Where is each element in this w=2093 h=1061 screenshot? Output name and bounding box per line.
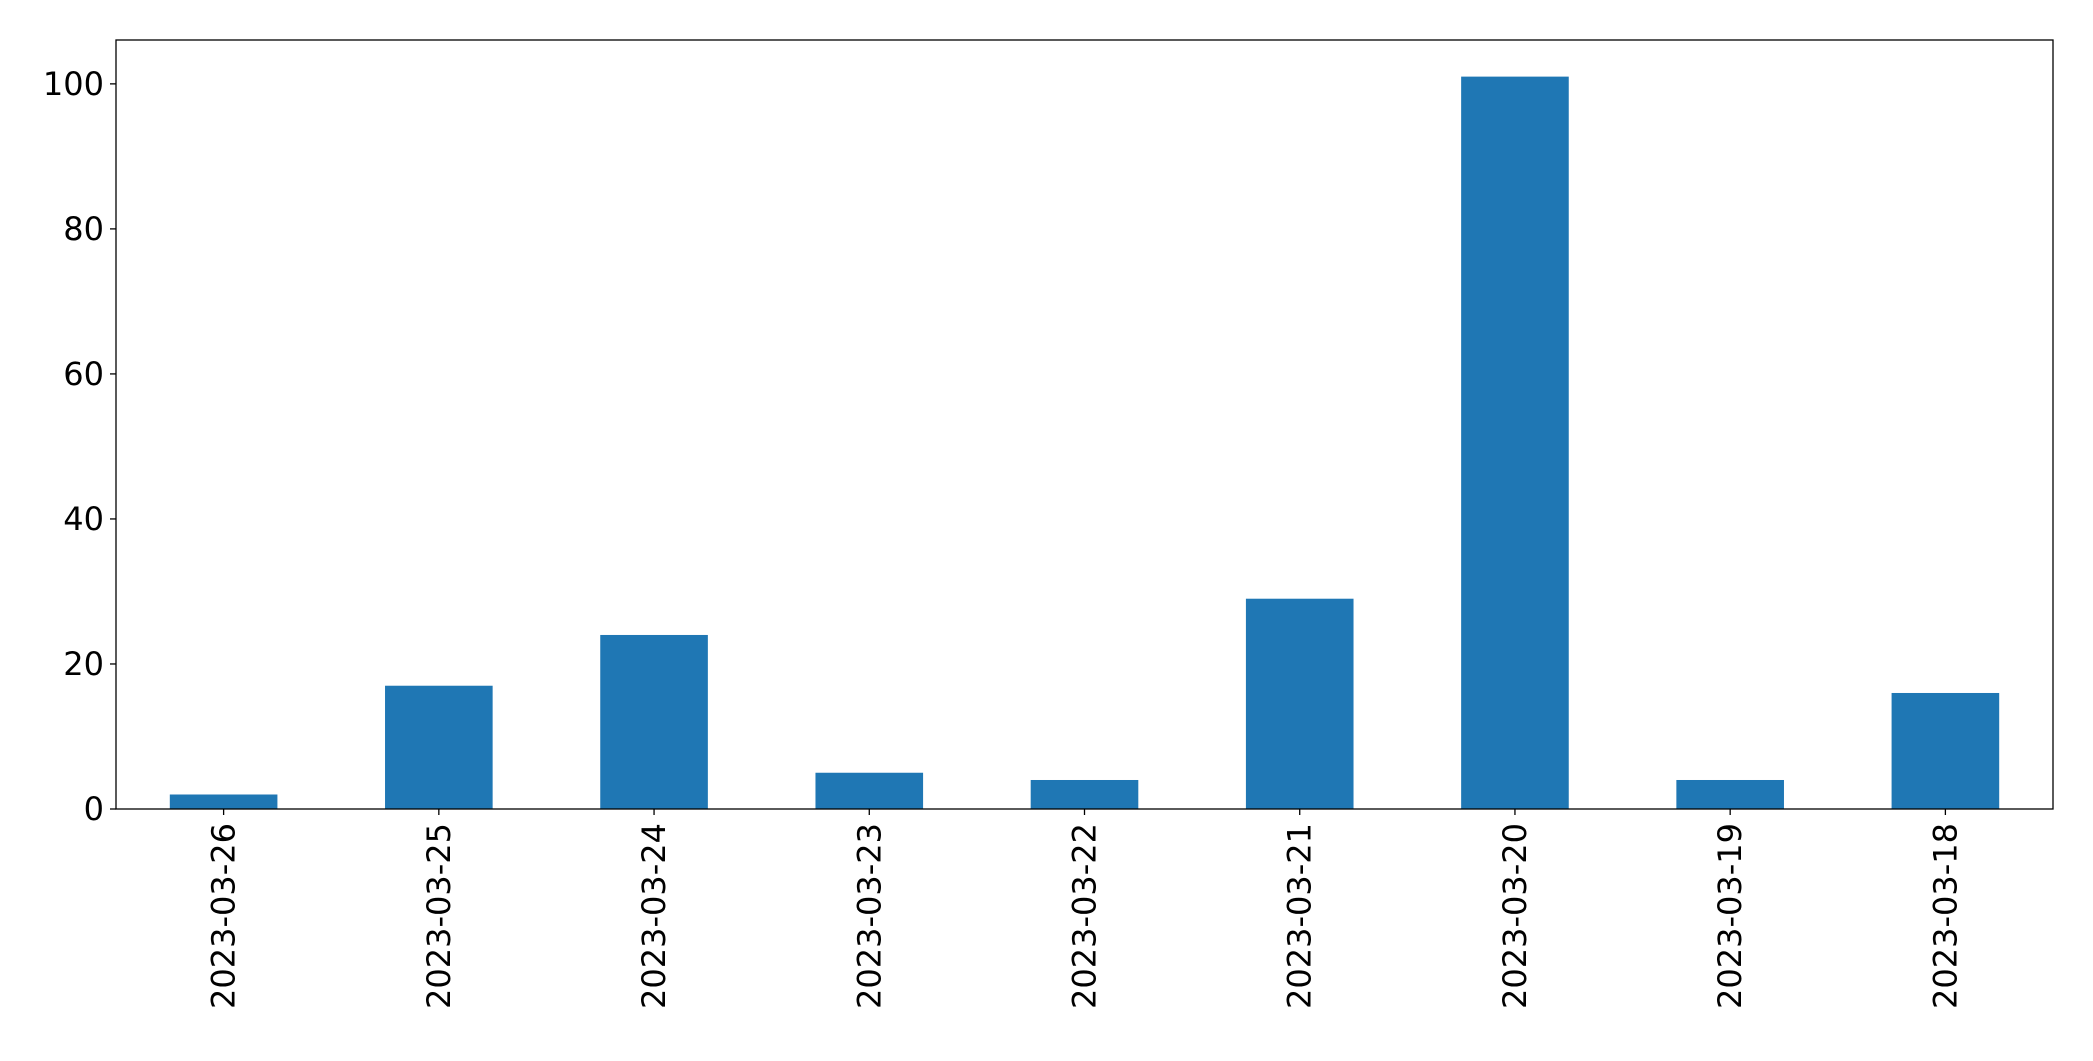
x-tick-label: 2023-03-24	[635, 823, 673, 1009]
y-tick-label: 80	[63, 210, 104, 248]
x-tick-label: 2023-03-20	[1496, 823, 1534, 1009]
bar	[1461, 76, 1569, 810]
bar	[1676, 779, 1784, 809]
plot-frame	[115, 39, 2054, 810]
bar	[1891, 692, 2000, 809]
x-tick-label: 2023-03-26	[205, 823, 243, 1009]
bar	[600, 634, 708, 809]
bar	[385, 685, 493, 809]
bar	[815, 772, 924, 809]
y-tick-label: 100	[43, 65, 104, 103]
y-tick-label: 0	[84, 790, 104, 828]
bar	[1245, 598, 1354, 809]
bar	[1030, 779, 1139, 809]
x-tick-label: 2023-03-23	[850, 823, 888, 1009]
x-tick-label: 2023-03-18	[1926, 823, 1964, 1009]
x-tick-label: 2023-03-19	[1711, 823, 1749, 1009]
y-tick-label: 20	[63, 645, 104, 683]
y-tick-label: 60	[63, 355, 104, 393]
x-tick-label: 2023-03-22	[1066, 823, 1104, 1009]
bar	[169, 794, 278, 809]
x-tick-label: 2023-03-25	[420, 823, 458, 1009]
x-tick-label: 2023-03-21	[1281, 823, 1319, 1009]
y-tick-label: 40	[63, 500, 104, 538]
